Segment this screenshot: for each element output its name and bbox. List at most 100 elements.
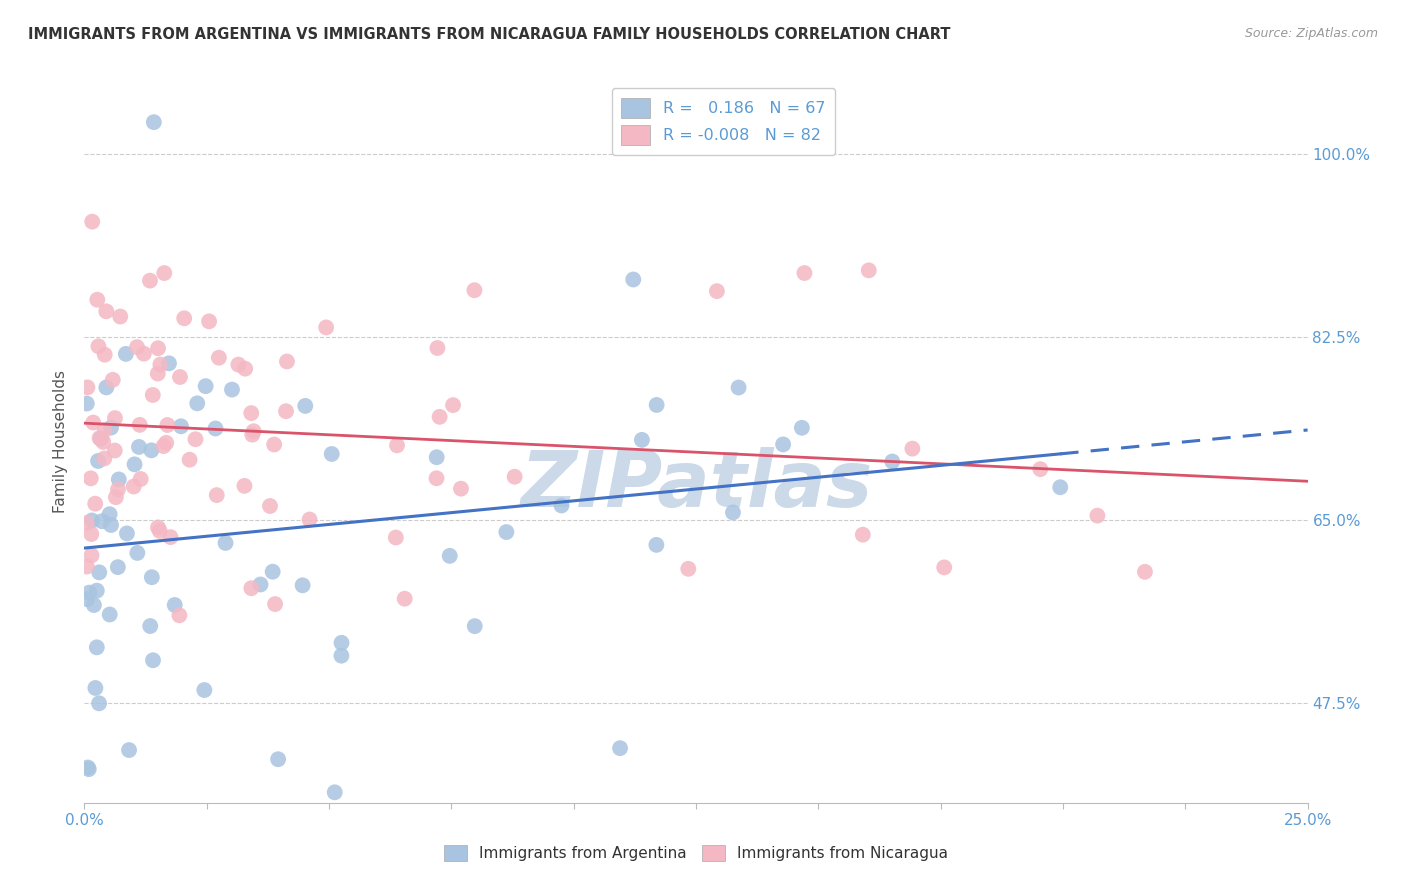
Point	[193, 683, 215, 698]
Point	[115, 347, 138, 361]
Point	[645, 398, 668, 412]
Point	[198, 314, 221, 328]
Point	[439, 549, 461, 563]
Point	[86, 583, 108, 598]
Point	[79, 585, 101, 599]
Point	[441, 398, 464, 412]
Point	[139, 274, 162, 288]
Point	[87, 454, 110, 468]
Text: IMMIGRANTS FROM ARGENTINA VS IMMIGRANTS FROM NICARAGUA FAMILY HOUSEHOLDS CORRELA: IMMIGRANTS FROM ARGENTINA VS IMMIGRANTS …	[28, 27, 950, 42]
Point	[631, 433, 654, 447]
Point	[298, 512, 321, 526]
Point	[76, 516, 98, 530]
Point	[204, 421, 226, 435]
Point	[115, 526, 138, 541]
Point	[233, 361, 256, 376]
Point	[125, 340, 148, 354]
Point	[76, 760, 98, 774]
Point	[86, 293, 108, 307]
Point	[186, 396, 208, 410]
Point	[83, 598, 105, 612]
Point	[128, 440, 150, 454]
Point	[76, 380, 98, 394]
Point	[169, 608, 191, 623]
Point	[93, 423, 115, 437]
Point	[142, 388, 165, 402]
Point	[129, 472, 152, 486]
Point	[110, 310, 132, 324]
Point	[233, 479, 256, 493]
Point	[263, 437, 285, 451]
Point	[157, 356, 180, 370]
Point	[104, 411, 127, 425]
Point	[107, 472, 129, 486]
Point	[852, 527, 875, 541]
Point	[394, 591, 416, 606]
Point	[80, 527, 103, 541]
Point	[259, 499, 281, 513]
Point	[173, 311, 195, 326]
Point	[159, 530, 181, 544]
Point	[426, 450, 449, 465]
Point	[1133, 565, 1156, 579]
Point	[721, 505, 744, 519]
Point	[240, 406, 263, 420]
Point	[385, 531, 408, 545]
Point	[169, 370, 191, 384]
Point	[118, 743, 141, 757]
Point	[901, 442, 924, 456]
Point	[315, 320, 337, 334]
Point	[84, 681, 107, 695]
Point	[221, 383, 243, 397]
Point	[450, 482, 472, 496]
Point	[208, 351, 231, 365]
Point	[77, 762, 100, 776]
Point	[86, 640, 108, 655]
Point	[330, 636, 353, 650]
Point	[1087, 508, 1109, 523]
Point	[228, 358, 250, 372]
Point	[142, 115, 165, 129]
Point	[89, 431, 111, 445]
Point	[80, 513, 103, 527]
Point	[934, 560, 956, 574]
Point	[141, 570, 163, 584]
Point	[429, 409, 451, 424]
Point	[146, 520, 169, 534]
Point	[621, 272, 644, 286]
Point	[96, 380, 118, 394]
Legend: Immigrants from Argentina, Immigrants from Nicaragua: Immigrants from Argentina, Immigrants fr…	[437, 839, 955, 867]
Point	[153, 266, 176, 280]
Point	[89, 566, 111, 580]
Point	[240, 427, 263, 442]
Point	[1029, 462, 1052, 476]
Point	[330, 648, 353, 663]
Point	[550, 499, 572, 513]
Point	[76, 592, 98, 607]
Point	[87, 339, 110, 353]
Point	[321, 447, 343, 461]
Point	[678, 562, 700, 576]
Point	[242, 424, 264, 438]
Point	[214, 536, 236, 550]
Point	[100, 420, 122, 434]
Point	[772, 437, 794, 451]
Point	[128, 417, 150, 432]
Point	[503, 469, 526, 483]
Point	[142, 653, 165, 667]
Point	[90, 432, 112, 446]
Point	[155, 435, 177, 450]
Point	[1049, 480, 1071, 494]
Y-axis label: Family Households: Family Households	[53, 370, 69, 513]
Point	[426, 341, 449, 355]
Point	[249, 577, 271, 591]
Point	[205, 488, 228, 502]
Text: Source: ZipAtlas.com: Source: ZipAtlas.com	[1244, 27, 1378, 40]
Point	[262, 565, 284, 579]
Point	[276, 354, 298, 368]
Point	[91, 434, 114, 449]
Point	[793, 266, 815, 280]
Point	[107, 483, 129, 497]
Point	[98, 607, 121, 622]
Point	[464, 619, 486, 633]
